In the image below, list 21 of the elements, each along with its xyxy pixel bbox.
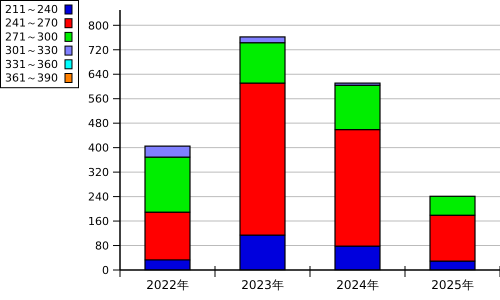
x-tick-label: 2023年 xyxy=(241,278,284,292)
y-tick-label: 560 xyxy=(88,92,109,106)
x-tick-label: 2025年 xyxy=(431,278,474,292)
y-tick-label: 320 xyxy=(88,166,109,180)
y-tick-label: 800 xyxy=(88,19,109,32)
legend-label: 361～390 xyxy=(5,72,58,84)
legend-label: 331～360 xyxy=(5,58,58,71)
y-tick-label: 160 xyxy=(88,215,109,228)
x-tick-label: 2022年 xyxy=(146,278,189,292)
y-tick-label: 640 xyxy=(88,68,109,82)
y-tick-label: 720 xyxy=(88,44,109,57)
y-tick-label: 400 xyxy=(88,142,109,155)
legend-label: 241～270 xyxy=(5,16,58,30)
legend-label: 211～240 xyxy=(5,3,58,16)
legend-label: 271～300 xyxy=(5,30,58,44)
y-tick-label: 480 xyxy=(88,117,109,130)
y-tick-label: 240 xyxy=(88,190,109,204)
y-tick-label: 80 xyxy=(95,240,109,253)
x-tick-label: 2024年 xyxy=(336,278,379,292)
legend-label: 301～330 xyxy=(5,44,58,58)
y-tick-label: 0 xyxy=(102,264,109,277)
